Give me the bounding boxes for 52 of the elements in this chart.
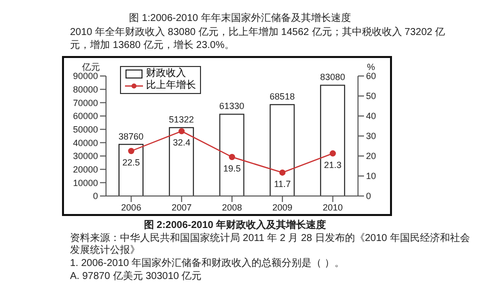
data-label: 11.7 [274,178,291,189]
y-tick-label: 20000 [72,164,98,175]
legend-label: 比上年增长 [146,80,196,92]
data-label: 61330 [219,101,244,112]
y-tick-label: 90000 [72,71,98,82]
y2-tick-label: 20 [366,151,376,162]
y-tick-label: 70000 [72,98,98,108]
data-label: 38760 [118,131,144,142]
bar [270,104,295,196]
point [279,170,286,176]
point [128,148,134,154]
y-tick-label: 10000 [72,178,98,188]
y2-tick-label: 60 [366,71,376,82]
bar [168,127,194,196]
y-tick-label: 30000 [72,151,98,162]
bar [219,114,244,196]
point [178,128,185,134]
text: 1. 2006-2010 年国家外汇储备和财政收入的总额分别是（ ）。 [70,258,346,270]
text: 2010 年全年财政收入 83080 亿元，比上年增加 14562 亿元；其中税收收入 73202 亿元，增加 13680 亿元，增长 23.0%。 [70,26,446,52]
point [228,154,236,160]
x-tick-label: 2010 [322,202,343,212]
text: A. 97870 亿美元 303010 亿元 [70,271,203,283]
y2-axis-title: % [366,62,376,72]
data-label: 51322 [168,114,194,125]
text: 图 2:2006-2010 年财政收入及其增长速度 [142,219,328,232]
data-label: 83080 [320,72,346,82]
y2-tick-label: 50 [366,91,376,102]
legend-label: 财政收入 [146,68,186,80]
data-label: 68518 [270,92,295,102]
bar [118,144,144,196]
bar [320,84,346,196]
x-tick-label: 2006 [121,202,142,212]
data-label: 21.3 [324,160,342,170]
text: 资料来源：中华人民共和国国家统计局 2011 年 2 月 28 日发布的《2010 年国民经济和社会发展统计公报》 [70,233,470,257]
y-tick-label: 0 [92,191,98,202]
x-tick-label: 2007 [172,202,192,212]
data-label: 19.5 [223,163,241,174]
y-tick-label: 80000 [72,84,98,95]
x-tick-label: 2008 [222,202,242,212]
point [330,150,336,156]
y2-tick-label: 30 [366,131,376,142]
x-tick-label: 2009 [272,202,292,212]
data-label: 32.4 [172,138,190,148]
y-tick-label: 60000 [72,111,98,122]
y2-tick-label: 10 [366,171,376,182]
data-label: 22.5 [122,157,140,168]
y-axis-title: 亿元 [81,62,100,72]
y-tick-label: 40000 [72,138,98,148]
y2-tick-label: 0 [366,191,372,202]
caption: 图 1:2006-2010 年年末国家外汇储备及其增长速度 [128,12,352,25]
y-tick-label: 50000 [72,124,98,135]
y2-tick-label: 40 [366,111,376,122]
